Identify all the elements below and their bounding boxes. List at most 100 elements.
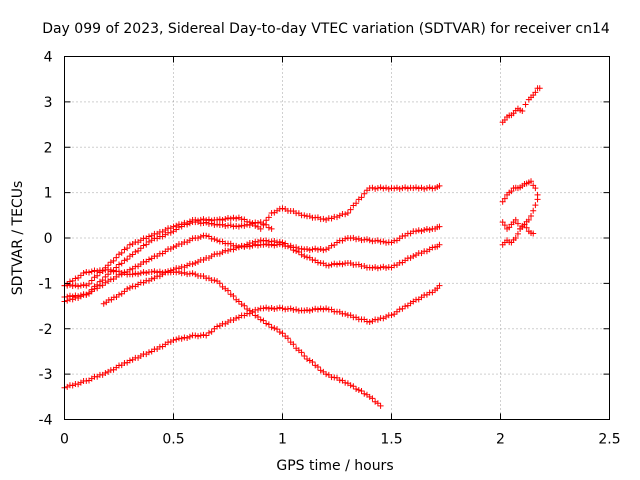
data-point-sat-4: [271, 237, 278, 244]
data-point-sat-1: [77, 282, 84, 289]
data-point-sat-3: [263, 221, 270, 228]
data-point-sat-5: [304, 355, 311, 362]
data-point-sat-4: [293, 248, 300, 255]
data-point-sat-10: [521, 221, 528, 228]
data-point-sat-2: [197, 233, 204, 240]
data-point-sat-10: [530, 230, 537, 237]
data-point-sat-1: [222, 215, 229, 222]
data-point-sat-1: [118, 249, 125, 256]
data-point-sat-1: [233, 215, 240, 222]
data-point-sat-1: [404, 185, 411, 192]
data-point-sat-5: [271, 325, 278, 332]
data-point-sat-6: [205, 329, 212, 336]
data-point-sat-5: [374, 400, 381, 407]
data-point-sat-3: [94, 281, 101, 288]
data-point-sat-3: [265, 224, 272, 231]
data-point-sat-5: [132, 270, 139, 277]
data-point-sat-3: [124, 256, 131, 263]
data-point-sat-10: [514, 230, 521, 237]
y-tick-label: 2: [44, 140, 53, 156]
data-point-sat-1: [402, 184, 409, 191]
data-point-sat-3: [184, 221, 191, 228]
data-point-sat-1: [347, 206, 354, 213]
data-point-sat-9: [534, 196, 541, 203]
data-point-sat-1: [126, 241, 133, 248]
data-point-sat-9: [514, 220, 521, 227]
data-point-sat-9: [532, 202, 539, 209]
data-point-sat-2: [320, 247, 327, 254]
data-point-sat-1: [320, 215, 327, 222]
data-point-sat-6: [317, 305, 324, 312]
data-point-sat-5: [257, 316, 264, 323]
data-point-sat-3: [235, 223, 242, 230]
data-point-sat-4: [372, 264, 379, 271]
data-point-sat-6: [309, 306, 316, 313]
data-point-sat-4: [126, 284, 133, 291]
data-point-sat-2: [423, 226, 430, 233]
data-point-sat-1: [342, 211, 349, 218]
data-point-sat-4: [377, 264, 384, 271]
data-point-sat-4: [380, 263, 387, 270]
data-point-sat-1: [399, 185, 406, 192]
data-point-sat-3: [246, 222, 253, 229]
data-point-sat-2: [328, 242, 335, 249]
data-point-sat-4: [189, 261, 196, 268]
data-point-sat-4: [116, 291, 122, 298]
data-point-sat-5: [225, 287, 231, 294]
data-point-sat-4: [235, 244, 242, 251]
data-point-sat-6: [312, 305, 319, 312]
data-point-sat-3: [186, 220, 193, 227]
data-point-sat-7: [522, 101, 529, 108]
data-point-sat-4: [383, 264, 390, 271]
data-point-sat-6: [287, 305, 294, 312]
data-point-sat-6: [366, 318, 373, 325]
data-point-sat-1: [235, 214, 242, 221]
data-point-sat-1: [361, 190, 368, 197]
data-point-sat-2: [418, 228, 425, 235]
x-tick-label: 0: [60, 432, 69, 448]
data-point-sat-5: [260, 317, 267, 324]
data-point-sat-1: [418, 184, 425, 191]
data-point-sat-5: [140, 269, 147, 276]
data-point-sat-9: [501, 222, 508, 229]
data-point-sat-5: [181, 269, 188, 276]
grid: [64, 56, 610, 420]
data-point-sat-3: [260, 220, 267, 227]
data-point-sat-5: [309, 359, 316, 366]
data-point-sat-4: [339, 261, 346, 268]
data-point-sat-6: [396, 306, 403, 313]
data-point-sat-1: [301, 212, 308, 219]
y-tick-label: -2: [39, 322, 53, 338]
data-point-sat-5: [372, 398, 379, 405]
data-point-sat-2: [355, 235, 362, 242]
data-point-sat-5: [151, 268, 158, 275]
data-point-sat-2: [415, 227, 422, 234]
data-point-sat-6: [233, 315, 240, 322]
data-point-sat-3: [121, 257, 128, 264]
data-point-sat-3: [72, 292, 79, 299]
data-point-sat-1: [86, 280, 93, 287]
data-point-sat-6: [254, 306, 261, 313]
data-point-sat-4: [233, 244, 240, 251]
data-point-sat-4: [334, 261, 340, 268]
data-point-sat-5: [175, 268, 182, 275]
data-point-sat-5: [317, 367, 324, 374]
data-point-sat-1: [358, 194, 365, 201]
data-point-sat-4: [257, 237, 264, 244]
data-point-sat-8: [532, 185, 539, 192]
data-point-sat-1: [383, 184, 390, 191]
data-point-sat-3: [91, 283, 98, 290]
data-point-sat-3: [69, 293, 76, 300]
data-point-sat-2: [421, 227, 428, 234]
data-point-sat-9: [504, 225, 511, 232]
data-point-sat-1: [377, 184, 384, 191]
data-point-sat-2: [195, 235, 202, 242]
data-point-sat-1: [421, 185, 428, 192]
y-axis: -4 -3 -2 -1 0 1 2 3 4: [39, 50, 610, 429]
data-point-sat-5: [148, 269, 155, 276]
data-point-sat-6: [184, 334, 191, 341]
data-point-sat-6: [186, 333, 193, 340]
data-point-sat-1: [69, 283, 76, 290]
data-point-sat-6: [320, 306, 327, 313]
